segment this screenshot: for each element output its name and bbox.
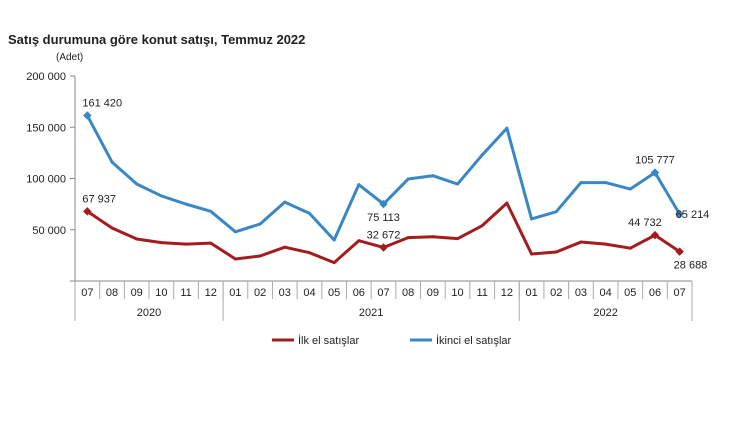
data-point-second-hand: [628, 187, 632, 191]
x-tick-label: 07: [81, 287, 93, 299]
data-point-second-hand: [209, 209, 213, 213]
data-point-first-hand: [184, 242, 188, 246]
data-point-second-hand: [530, 217, 534, 221]
y-tick-label: 100 000: [26, 174, 66, 186]
y-tick-label: 200 000: [26, 71, 66, 83]
data-point-second-hand: [554, 210, 558, 214]
legend-label-first-hand: İlk el satışlar: [298, 334, 359, 347]
data-label-second-hand: 75 113: [367, 212, 400, 224]
highlight-marker-first-hand: [83, 207, 92, 216]
x-tick-label: 09: [427, 287, 439, 299]
data-label-second-hand: 161 420: [82, 98, 122, 110]
data-point-first-hand: [431, 235, 435, 239]
x-tick-label: 07: [674, 287, 686, 299]
x-tick-label: 06: [353, 287, 365, 299]
data-point-first-hand: [505, 201, 509, 205]
data-point-first-hand: [554, 250, 558, 254]
x-tick-label: 07: [377, 287, 389, 299]
data-point-second-hand: [184, 202, 188, 206]
x-tick-label: 08: [106, 287, 118, 299]
data-label-first-hand: 67 937: [82, 193, 116, 205]
x-tick-label: 02: [254, 287, 266, 299]
data-point-first-hand: [579, 240, 583, 244]
x-tick-label: 06: [649, 287, 661, 299]
data-label-first-hand: 32 672: [367, 230, 401, 242]
x-tick-label: 03: [575, 287, 587, 299]
x-tick-label: 12: [205, 287, 217, 299]
x-tick-label: 04: [303, 287, 315, 299]
data-point-first-hand: [307, 251, 311, 255]
x-tick-label: 03: [279, 287, 291, 299]
data-point-second-hand: [456, 182, 460, 186]
data-point-first-hand: [258, 254, 262, 258]
x-tick-label: 05: [624, 287, 636, 299]
data-label-first-hand: 28 688: [674, 260, 708, 272]
x-tick-label: 04: [599, 287, 611, 299]
data-point-first-hand: [332, 261, 336, 265]
data-point-first-hand: [209, 241, 213, 245]
data-point-first-hand: [135, 237, 139, 241]
y-axis-unit-label: (Adet): [56, 52, 83, 63]
data-point-first-hand: [406, 236, 410, 240]
data-point-first-hand: [233, 257, 237, 261]
data-point-second-hand: [604, 181, 608, 185]
x-tick-label: 01: [229, 287, 241, 299]
x-tick-label: 01: [525, 287, 537, 299]
data-label-second-hand: 65 214: [676, 209, 710, 221]
data-point-second-hand: [233, 230, 237, 234]
data-point-first-hand: [530, 252, 534, 256]
y-tick-label: 150 000: [26, 122, 66, 134]
data-point-second-hand: [431, 174, 435, 178]
year-label: 2022: [593, 307, 617, 319]
data-point-second-hand: [110, 160, 114, 164]
highlight-marker-second-hand: [83, 111, 92, 120]
data-label-first-hand: 44 732: [628, 217, 662, 229]
x-tick-label: 09: [131, 287, 143, 299]
data-point-second-hand: [283, 200, 287, 204]
legend-label-second-hand: İkinci el satışlar: [436, 334, 512, 347]
data-point-second-hand: [332, 238, 336, 242]
data-point-first-hand: [283, 245, 287, 249]
data-point-second-hand: [505, 126, 509, 130]
highlight-marker-second-hand: [379, 199, 388, 209]
data-point-second-hand: [258, 222, 262, 226]
data-point-second-hand: [307, 211, 311, 215]
x-tick-label: 05: [328, 287, 340, 299]
data-point-first-hand: [456, 237, 460, 241]
x-tick-label: 02: [550, 287, 562, 299]
year-label: 2020: [137, 307, 161, 319]
x-tick-label: 10: [155, 287, 167, 299]
x-tick-label: 12: [501, 287, 513, 299]
year-label: 2021: [359, 307, 383, 319]
highlight-marker-first-hand: [379, 243, 388, 252]
data-point-first-hand: [357, 239, 361, 243]
y-tick-label: 50 000: [32, 225, 66, 237]
data-point-first-hand: [604, 242, 608, 246]
chart-title: Satış durumuna göre konut satışı, Temmuz…: [8, 32, 305, 47]
x-tick-label: 10: [451, 287, 463, 299]
data-point-second-hand: [357, 183, 361, 187]
data-point-first-hand: [110, 226, 114, 230]
data-point-second-hand: [579, 181, 583, 185]
x-tick-label: 11: [477, 287, 488, 299]
data-point-first-hand: [628, 246, 632, 250]
data-point-first-hand: [480, 224, 484, 228]
x-tick-label: 11: [180, 287, 191, 299]
data-point-second-hand: [159, 194, 163, 198]
data-point-second-hand: [480, 153, 484, 157]
x-tick-label: 08: [402, 287, 414, 299]
data-point-second-hand: [135, 182, 139, 186]
data-label-second-hand: 105 777: [635, 155, 675, 167]
data-point-first-hand: [159, 241, 163, 245]
data-point-second-hand: [406, 177, 410, 181]
